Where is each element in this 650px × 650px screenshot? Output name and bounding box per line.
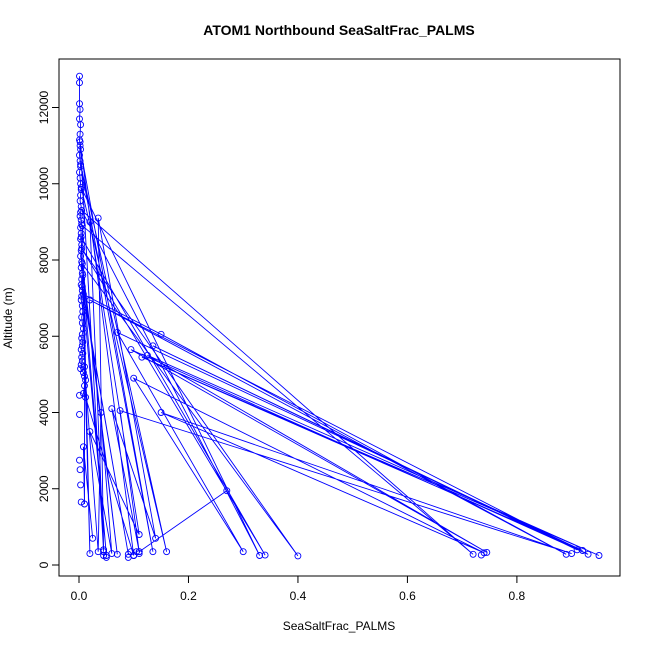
data-point [81, 382, 88, 390]
data-point [78, 334, 86, 342]
data-point [78, 260, 86, 268]
data-point [223, 487, 231, 495]
data-point [78, 292, 86, 300]
data-point [78, 206, 86, 214]
data-point [256, 552, 264, 559]
data-point [127, 346, 135, 354]
data-point [78, 357, 86, 365]
data-point [82, 393, 90, 401]
y-tick-label: 8000 [37, 246, 51, 273]
data-point [579, 547, 587, 554]
data-point [562, 550, 570, 558]
data-point [138, 353, 146, 361]
data-point [79, 443, 87, 451]
markers-layer [76, 391, 485, 561]
data-point [86, 296, 94, 304]
series-layer [76, 72, 603, 560]
data-point [108, 405, 116, 413]
y-tick-label: 2000 [37, 475, 51, 502]
data-point [94, 214, 102, 222]
data-point [78, 330, 86, 338]
data-point [77, 121, 85, 129]
x-tick-label: 0.6 [399, 589, 416, 603]
data-point [76, 142, 84, 150]
data-point [78, 245, 86, 253]
chart-title: ATOM1 Northbound SeaSaltFrac_PALMS [203, 22, 474, 38]
data-point [76, 410, 83, 418]
data-point [89, 534, 97, 542]
data-point [77, 145, 85, 153]
data-point [149, 342, 157, 350]
y-tick-label: 4000 [37, 399, 51, 426]
y-axis-label: Altitude (m) [1, 287, 15, 348]
data-point [86, 550, 94, 558]
data-point [584, 550, 592, 558]
data-point [79, 349, 87, 357]
data-point [79, 290, 87, 298]
data-point [77, 346, 85, 354]
data-point [595, 552, 603, 559]
data-point [77, 184, 85, 192]
data-point [135, 548, 143, 556]
data-point [77, 481, 85, 489]
series-line [79, 76, 600, 557]
data-point [79, 389, 87, 397]
data-point [135, 531, 143, 538]
data-point [163, 548, 171, 556]
data-point [568, 550, 576, 558]
data-point [78, 222, 86, 230]
data-point [78, 353, 86, 361]
data-point [76, 391, 83, 399]
data-point [116, 407, 124, 415]
x-axis-label: SeaSaltFrac_PALMS [283, 619, 396, 633]
data-point [81, 372, 88, 380]
data-point [483, 548, 491, 556]
data-point [79, 271, 87, 279]
x-axis: 0.0 0.2 0.4 0.6 0.8 [71, 575, 526, 603]
data-point [108, 550, 116, 558]
data-point [130, 374, 138, 382]
data-point [76, 105, 84, 113]
data-point [152, 534, 160, 542]
data-point [239, 548, 247, 556]
x-tick-label: 0.8 [509, 589, 526, 603]
data-point [149, 548, 157, 556]
data-point [78, 283, 86, 291]
data-point [157, 409, 165, 416]
data-point [81, 363, 88, 371]
x-tick-label: 0.4 [290, 589, 307, 603]
y-tick-label: 10000 [37, 167, 51, 201]
data-point [76, 466, 84, 474]
data-point [86, 218, 94, 226]
data-point [76, 456, 83, 464]
y-axis: 0 2000 4000 6000 8000 10000 12000 [37, 90, 60, 568]
data-point [127, 548, 135, 556]
x-tick-label: 0.0 [71, 589, 88, 603]
data-point [113, 328, 121, 336]
data-point [77, 208, 85, 216]
x-tick-label: 0.2 [180, 589, 197, 603]
data-point [157, 330, 165, 338]
data-point [76, 138, 84, 146]
data-point [294, 552, 302, 560]
data-point [97, 409, 105, 416]
data-point [100, 552, 108, 559]
y-tick-label: 12000 [37, 90, 51, 124]
y-tick-label: 6000 [37, 323, 51, 350]
data-point [86, 428, 94, 436]
data-point [79, 338, 87, 346]
data-point [76, 72, 83, 80]
data-point [77, 498, 85, 506]
data-point [469, 550, 477, 558]
data-point [76, 79, 83, 87]
data-point [77, 233, 85, 241]
data-point [261, 551, 269, 559]
data-point [477, 551, 485, 559]
y-tick-label: 0 [37, 561, 51, 568]
data-point [78, 342, 86, 350]
data-point [77, 161, 85, 169]
data-point [81, 500, 88, 508]
